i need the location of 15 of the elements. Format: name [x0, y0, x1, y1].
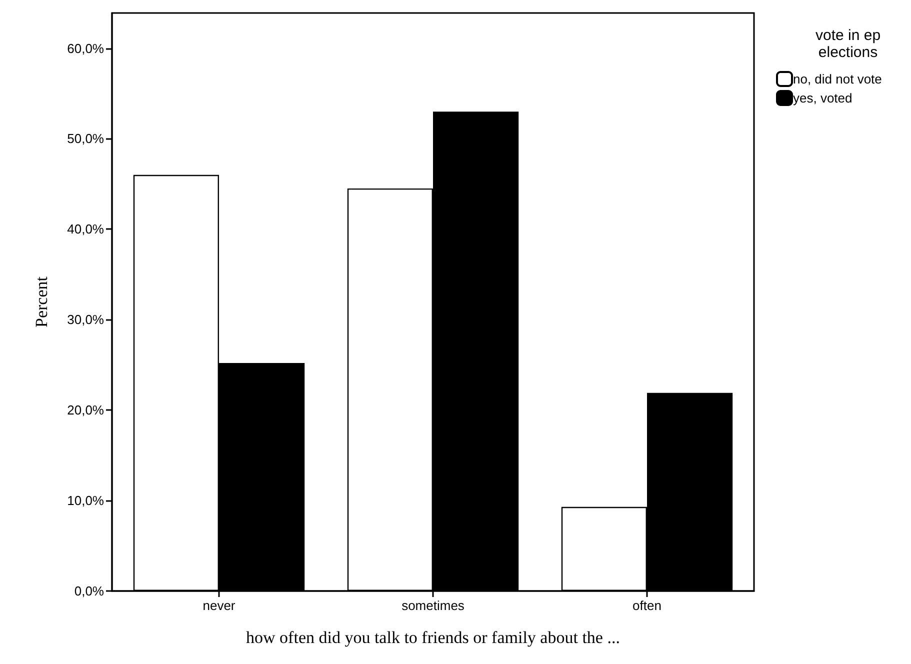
- legend-label: no, did not vote: [793, 72, 882, 86]
- x-tick-label: sometimes: [402, 598, 465, 613]
- x-axis-title: how often did you talk to friends or family about the ...: [246, 628, 620, 647]
- x-tick-label: never: [202, 598, 236, 613]
- y-axis-title: Percent: [32, 276, 51, 328]
- y-tick-label: 20,0%: [67, 402, 104, 418]
- y-tick-label: 40,0%: [67, 222, 104, 237]
- legend-title: vote in ep elections: [815, 27, 881, 61]
- y-tick-label: 0,0%: [74, 584, 104, 598]
- y-tick-label: 10,0%: [67, 493, 104, 508]
- x-tick-label: often: [632, 598, 662, 613]
- y-tick-label: 50,0%: [67, 131, 104, 146]
- y-tick-label: 60,0%: [67, 40, 104, 56]
- y-tick-label: 30,0%: [67, 312, 104, 328]
- legend-label: yes, voted: [793, 90, 852, 106]
